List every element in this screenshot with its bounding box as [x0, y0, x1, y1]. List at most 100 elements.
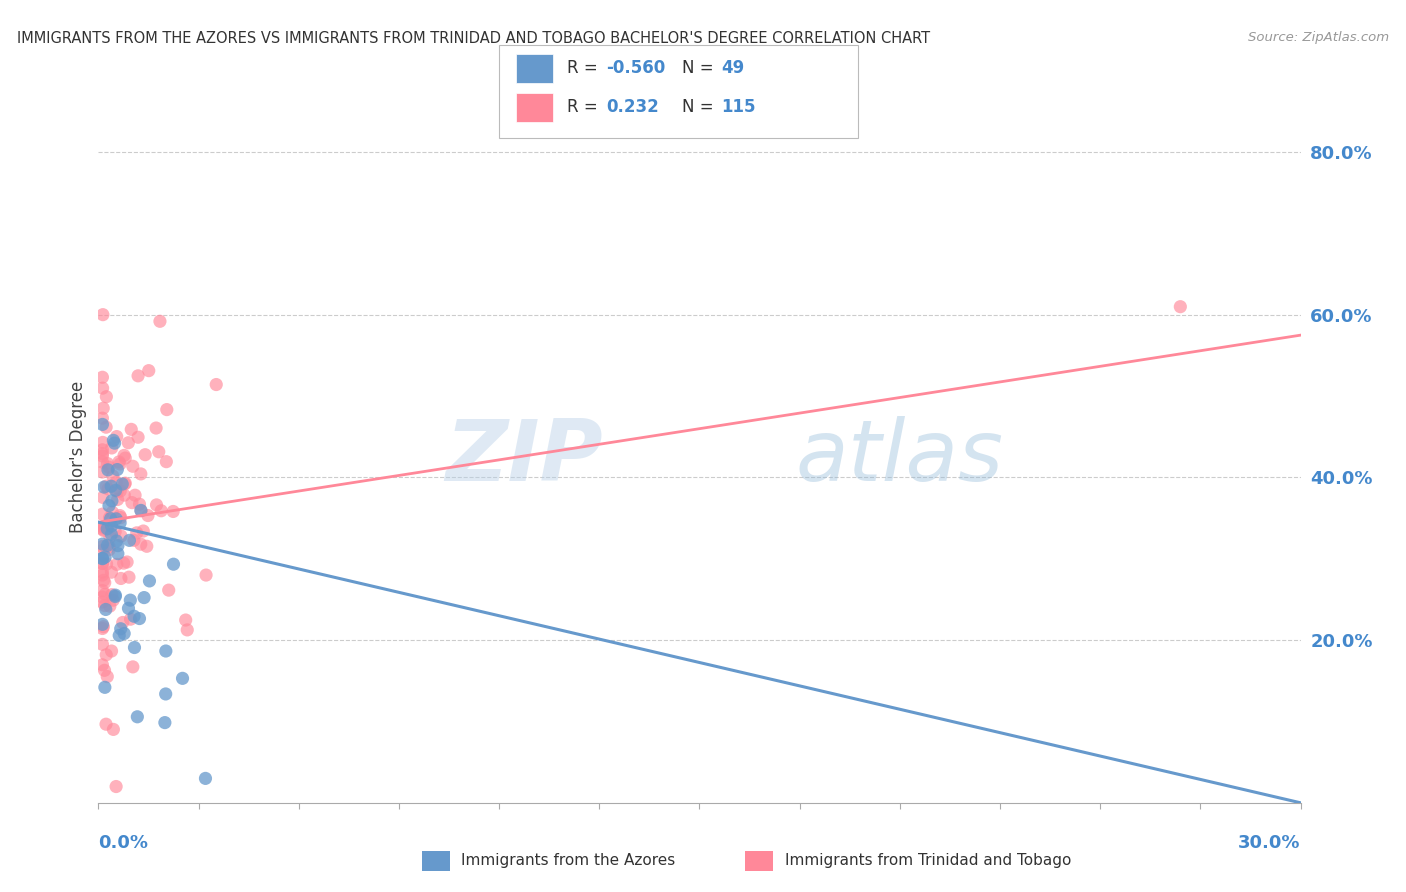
Point [100, 519, 122, 533]
Point [104, 588, 127, 602]
Point [97, 463, 120, 477]
Point [103, 723, 125, 737]
Point [114, 477, 136, 491]
Point [149, 314, 172, 328]
Point [105, 475, 128, 490]
Point [91, 557, 114, 571]
Point [91, 401, 114, 416]
Point [121, 660, 143, 674]
Point [145, 498, 167, 512]
Point [98, 542, 121, 557]
Point [98, 511, 121, 525]
Point [91, 617, 114, 632]
Point [104, 524, 127, 539]
Point [121, 459, 143, 474]
Point [120, 422, 142, 436]
Text: ZIP: ZIP [446, 416, 603, 499]
Point [91, 449, 114, 463]
Point [105, 484, 128, 499]
Point [129, 467, 152, 481]
Point [93, 620, 115, 634]
Point [91, 308, 114, 322]
Point [174, 613, 197, 627]
Point [91, 537, 114, 551]
Point [105, 429, 128, 443]
Point [91, 447, 114, 461]
Point [127, 368, 149, 383]
Point [150, 504, 173, 518]
Point [96, 538, 118, 552]
Point [112, 626, 135, 640]
Point [104, 590, 127, 604]
Point [91, 590, 114, 604]
Point [91, 622, 114, 636]
Point [108, 508, 131, 523]
Point [205, 377, 228, 392]
Text: 49: 49 [721, 59, 745, 78]
Text: -0.560: -0.560 [606, 59, 665, 78]
Text: N =: N = [682, 98, 718, 117]
Point [129, 503, 152, 517]
Point [117, 435, 139, 450]
Point [101, 469, 124, 483]
Y-axis label: Bachelor's Degree: Bachelor's Degree [69, 381, 87, 533]
Point [91, 583, 114, 598]
Point [122, 533, 145, 548]
Point [91, 540, 114, 554]
Point [195, 568, 218, 582]
Point [97, 460, 120, 475]
Point [96, 669, 118, 683]
Point [128, 611, 150, 625]
Point [93, 663, 115, 677]
Point [118, 533, 141, 548]
Point [91, 507, 114, 521]
Point [91, 465, 114, 479]
Point [155, 644, 177, 658]
Point [155, 687, 177, 701]
Point [127, 710, 149, 724]
Point [93, 480, 115, 494]
Text: atlas: atlas [796, 416, 1004, 499]
Point [155, 455, 177, 469]
Point [118, 570, 141, 584]
Point [172, 671, 194, 685]
Point [93, 575, 115, 590]
Point [91, 565, 114, 579]
Point [105, 780, 128, 794]
Point [100, 441, 122, 455]
Point [153, 715, 176, 730]
Point [112, 556, 135, 570]
Point [148, 444, 170, 458]
Point [100, 527, 122, 541]
Text: 0.0%: 0.0% [98, 834, 149, 852]
Point [110, 510, 132, 524]
Point [138, 574, 160, 588]
Point [91, 557, 114, 571]
Point [132, 524, 155, 538]
Point [103, 434, 125, 448]
Text: R =: R = [567, 98, 607, 117]
Point [157, 583, 180, 598]
Point [91, 522, 114, 536]
Point [94, 587, 117, 601]
Text: Immigrants from Trinidad and Tobago: Immigrants from Trinidad and Tobago [785, 854, 1071, 868]
Point [124, 488, 146, 502]
Text: Source: ZipAtlas.com: Source: ZipAtlas.com [1249, 31, 1389, 45]
Point [108, 457, 131, 471]
Point [91, 381, 114, 395]
Point [145, 421, 167, 435]
Point [94, 717, 117, 731]
Point [110, 529, 132, 543]
Point [94, 602, 117, 616]
Point [107, 539, 129, 553]
Text: IMMIGRANTS FROM THE AZORES VS IMMIGRANTS FROM TRINIDAD AND TOBAGO BACHELOR'S DEG: IMMIGRANTS FROM THE AZORES VS IMMIGRANTS… [17, 31, 929, 46]
Point [132, 591, 155, 605]
Point [94, 599, 117, 613]
Text: R =: R = [567, 59, 603, 78]
Point [112, 488, 135, 502]
Point [96, 557, 118, 571]
Point [93, 519, 115, 533]
Text: N =: N = [682, 59, 718, 78]
Point [108, 455, 131, 469]
Point [104, 483, 127, 498]
